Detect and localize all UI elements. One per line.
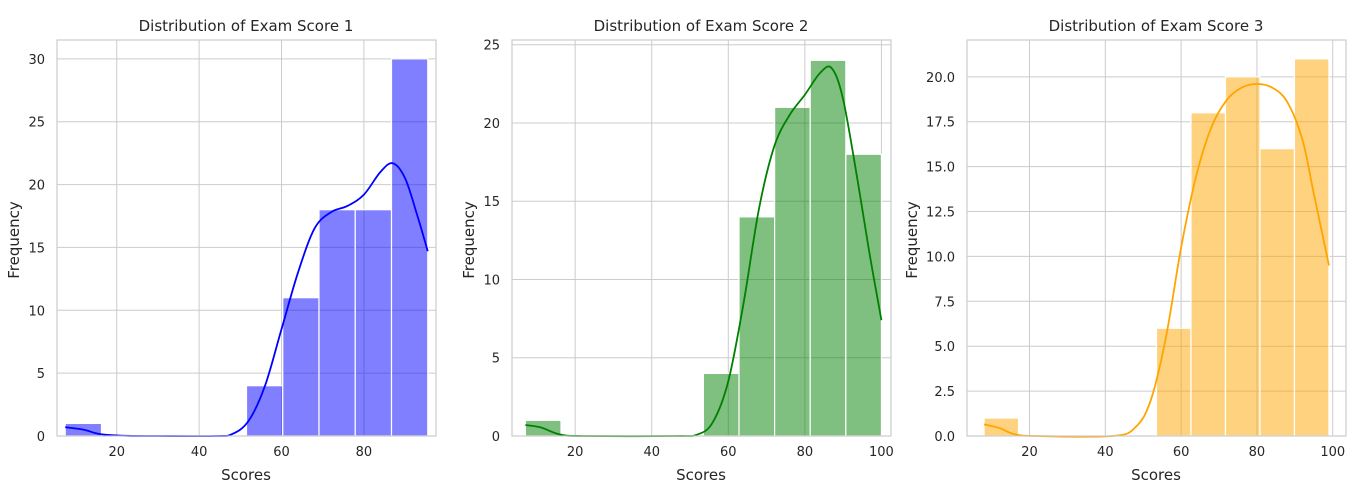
histogram-bar bbox=[1259, 148, 1296, 437]
chart-title: Distribution of Exam Score 1 bbox=[139, 17, 354, 35]
y-tick-label: 15 bbox=[483, 195, 500, 210]
x-tick-label: 40 bbox=[643, 445, 660, 460]
y-tick-label: 15.0 bbox=[926, 161, 955, 176]
x-axis-label: Scores bbox=[676, 466, 726, 484]
histogram-bar bbox=[809, 59, 847, 437]
exam-score-2-panel: Distribution of Exam Score 2 Scores Freq… bbox=[460, 17, 894, 484]
histogram-bar bbox=[702, 372, 740, 437]
y-tick-label: 0 bbox=[37, 430, 45, 445]
x-tick-label: 40 bbox=[191, 445, 208, 460]
y-tick-label: 5 bbox=[492, 352, 500, 367]
y-tick-label: 15 bbox=[28, 241, 45, 256]
x-axis-label: Scores bbox=[221, 466, 271, 484]
chart-title: Distribution of Exam Score 2 bbox=[594, 17, 809, 35]
y-tick-label: 0.0 bbox=[934, 430, 955, 445]
x-tick-label: 40 bbox=[1097, 445, 1114, 460]
x-tick-label: 60 bbox=[720, 445, 737, 460]
histogram-bar bbox=[390, 58, 429, 437]
y-tick-label: 20 bbox=[483, 117, 500, 132]
y-tick-label: 20.0 bbox=[926, 71, 955, 86]
y-axis-label: Frequency bbox=[460, 201, 478, 279]
x-tick-label: 20 bbox=[567, 445, 584, 460]
chart-title: Distribution of Exam Score 3 bbox=[1049, 17, 1264, 35]
y-tick-label: 17.5 bbox=[926, 116, 955, 131]
x-tick-label: 20 bbox=[1021, 445, 1038, 460]
x-tick-label: 100 bbox=[869, 445, 894, 460]
histogram-bar bbox=[354, 209, 393, 437]
x-tick-label: 100 bbox=[1320, 445, 1345, 460]
histogram-bar bbox=[318, 209, 356, 437]
y-axis-label: Frequency bbox=[5, 201, 23, 279]
y-tick-label: 0 bbox=[492, 430, 500, 445]
x-tick-label: 80 bbox=[356, 445, 373, 460]
y-tick-label: 10 bbox=[28, 304, 45, 319]
histogram-bar bbox=[738, 216, 776, 437]
x-tick-label: 20 bbox=[108, 445, 125, 460]
plot-frame bbox=[966, 39, 1347, 437]
histogram-bar bbox=[774, 106, 811, 437]
y-tick-label: 5 bbox=[37, 367, 45, 382]
x-tick-label: 80 bbox=[797, 445, 814, 460]
histogram-bar bbox=[1155, 327, 1192, 437]
histogram-bar bbox=[1293, 58, 1330, 437]
x-tick-label: 60 bbox=[273, 445, 290, 460]
x-axis-label: Scores bbox=[1131, 466, 1181, 484]
exam-score-1-panel: Distribution of Exam Score 1 Scores Freq… bbox=[5, 17, 437, 484]
y-tick-label: 2.5 bbox=[934, 385, 955, 400]
x-tick-label: 60 bbox=[1173, 445, 1190, 460]
y-tick-label: 7.5 bbox=[934, 295, 955, 310]
x-tick-label: 80 bbox=[1249, 445, 1266, 460]
y-tick-label: 5.0 bbox=[934, 340, 955, 355]
histogram-bar bbox=[1190, 112, 1227, 437]
y-tick-label: 10 bbox=[483, 273, 500, 288]
plot-frame bbox=[511, 39, 892, 437]
exam-score-3-panel: Distribution of Exam Score 3 Scores Freq… bbox=[903, 17, 1347, 484]
y-tick-label: 25 bbox=[28, 116, 45, 131]
y-tick-label: 12.5 bbox=[926, 206, 955, 221]
histogram-bar bbox=[245, 385, 284, 437]
y-tick-label: 20 bbox=[28, 179, 45, 194]
histogram-bar bbox=[282, 297, 320, 437]
y-axis-label: Frequency bbox=[903, 201, 921, 279]
histogram-bar bbox=[1224, 76, 1261, 437]
plot-frame bbox=[56, 39, 437, 437]
y-tick-label: 30 bbox=[28, 53, 45, 68]
y-tick-label: 10.0 bbox=[926, 250, 955, 265]
y-tick-label: 25 bbox=[483, 39, 500, 54]
